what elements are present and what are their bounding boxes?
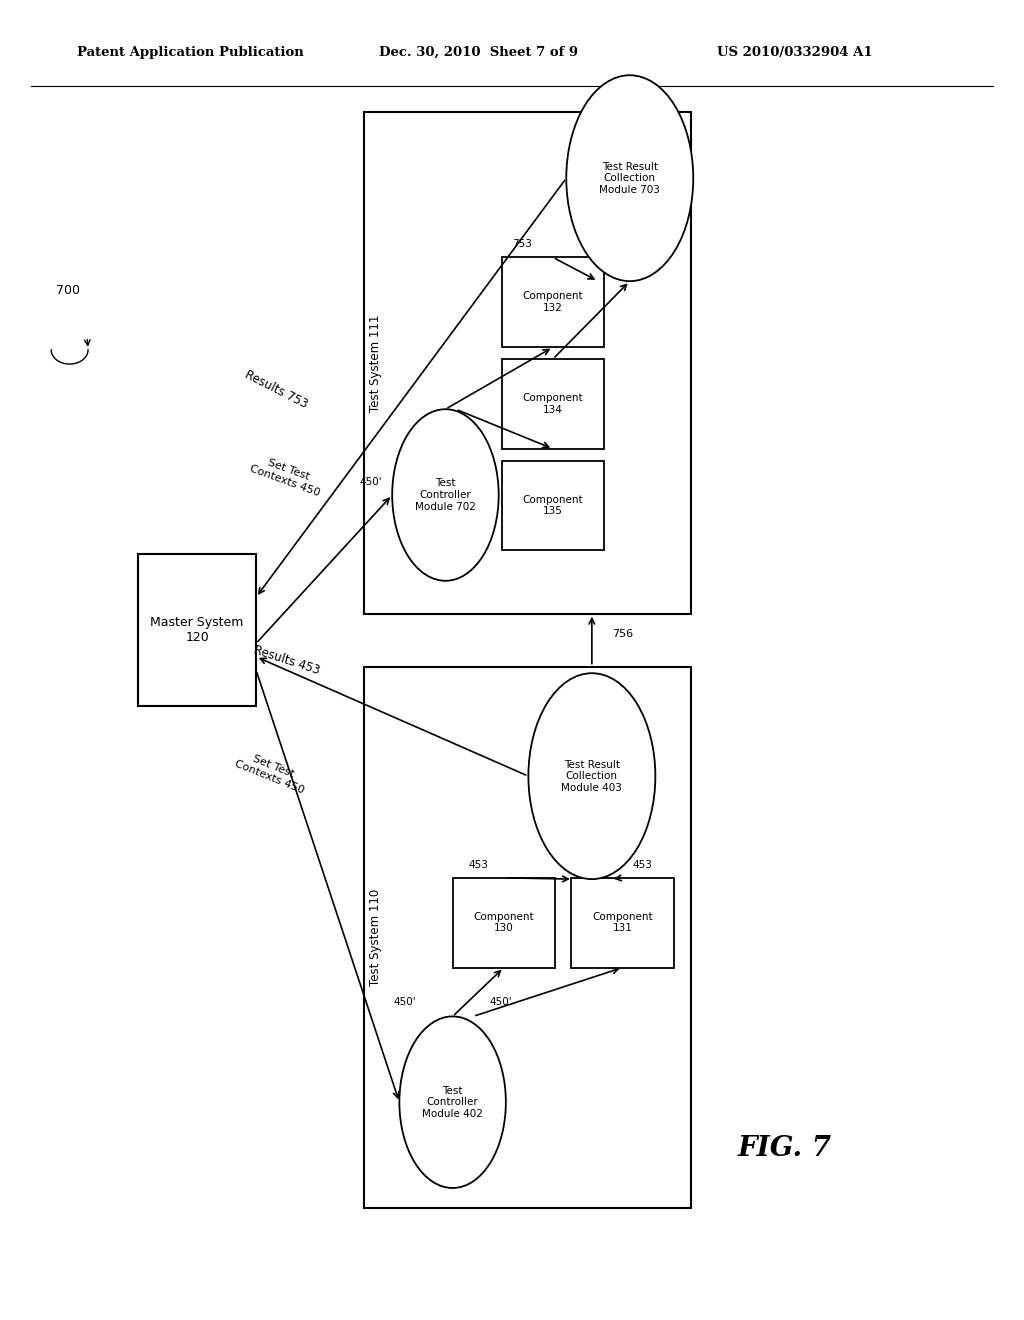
Ellipse shape: [566, 75, 693, 281]
Text: US 2010/0332904 A1: US 2010/0332904 A1: [717, 46, 872, 59]
Text: Test System 111: Test System 111: [370, 314, 382, 412]
Text: Set Test
Contexts 450: Set Test Contexts 450: [233, 748, 309, 796]
Text: FIG. 7: FIG. 7: [737, 1135, 831, 1162]
Text: 453: 453: [469, 859, 488, 870]
Bar: [364, 112, 691, 614]
Text: 700: 700: [56, 284, 80, 297]
Bar: [502, 461, 604, 550]
Text: Test System 110: Test System 110: [370, 888, 382, 986]
Text: 450': 450': [393, 997, 416, 1007]
Text: Dec. 30, 2010  Sheet 7 of 9: Dec. 30, 2010 Sheet 7 of 9: [379, 46, 578, 59]
Text: Component
135: Component 135: [522, 495, 584, 516]
Text: Component
134: Component 134: [522, 393, 584, 414]
Text: Component
131: Component 131: [592, 912, 653, 933]
Text: Test
Controller
Module 702: Test Controller Module 702: [415, 478, 476, 512]
Text: 453: 453: [633, 859, 652, 870]
Ellipse shape: [528, 673, 655, 879]
Bar: [571, 878, 674, 968]
Text: 756: 756: [612, 628, 634, 639]
Text: Component
132: Component 132: [522, 292, 584, 313]
Text: Test Result
Collection
Module 703: Test Result Collection Module 703: [599, 161, 660, 195]
Text: Results 453: Results 453: [252, 643, 322, 677]
Bar: [138, 554, 256, 706]
Ellipse shape: [399, 1016, 506, 1188]
Text: 450': 450': [489, 997, 512, 1007]
Bar: [502, 257, 604, 347]
Text: Set Test
Contexts 450: Set Test Contexts 450: [248, 453, 326, 498]
Bar: [453, 878, 555, 968]
Text: Patent Application Publication: Patent Application Publication: [77, 46, 303, 59]
Text: Component
130: Component 130: [473, 912, 535, 933]
Text: 753: 753: [512, 239, 532, 249]
Text: Results 753: Results 753: [243, 368, 310, 411]
Text: Test Result
Collection
Module 403: Test Result Collection Module 403: [561, 759, 623, 793]
Ellipse shape: [392, 409, 499, 581]
Text: 450': 450': [359, 477, 382, 487]
Bar: [502, 359, 604, 449]
Bar: [364, 667, 691, 1208]
Text: Test
Controller
Module 402: Test Controller Module 402: [422, 1085, 483, 1119]
Text: Master System
120: Master System 120: [151, 616, 244, 644]
